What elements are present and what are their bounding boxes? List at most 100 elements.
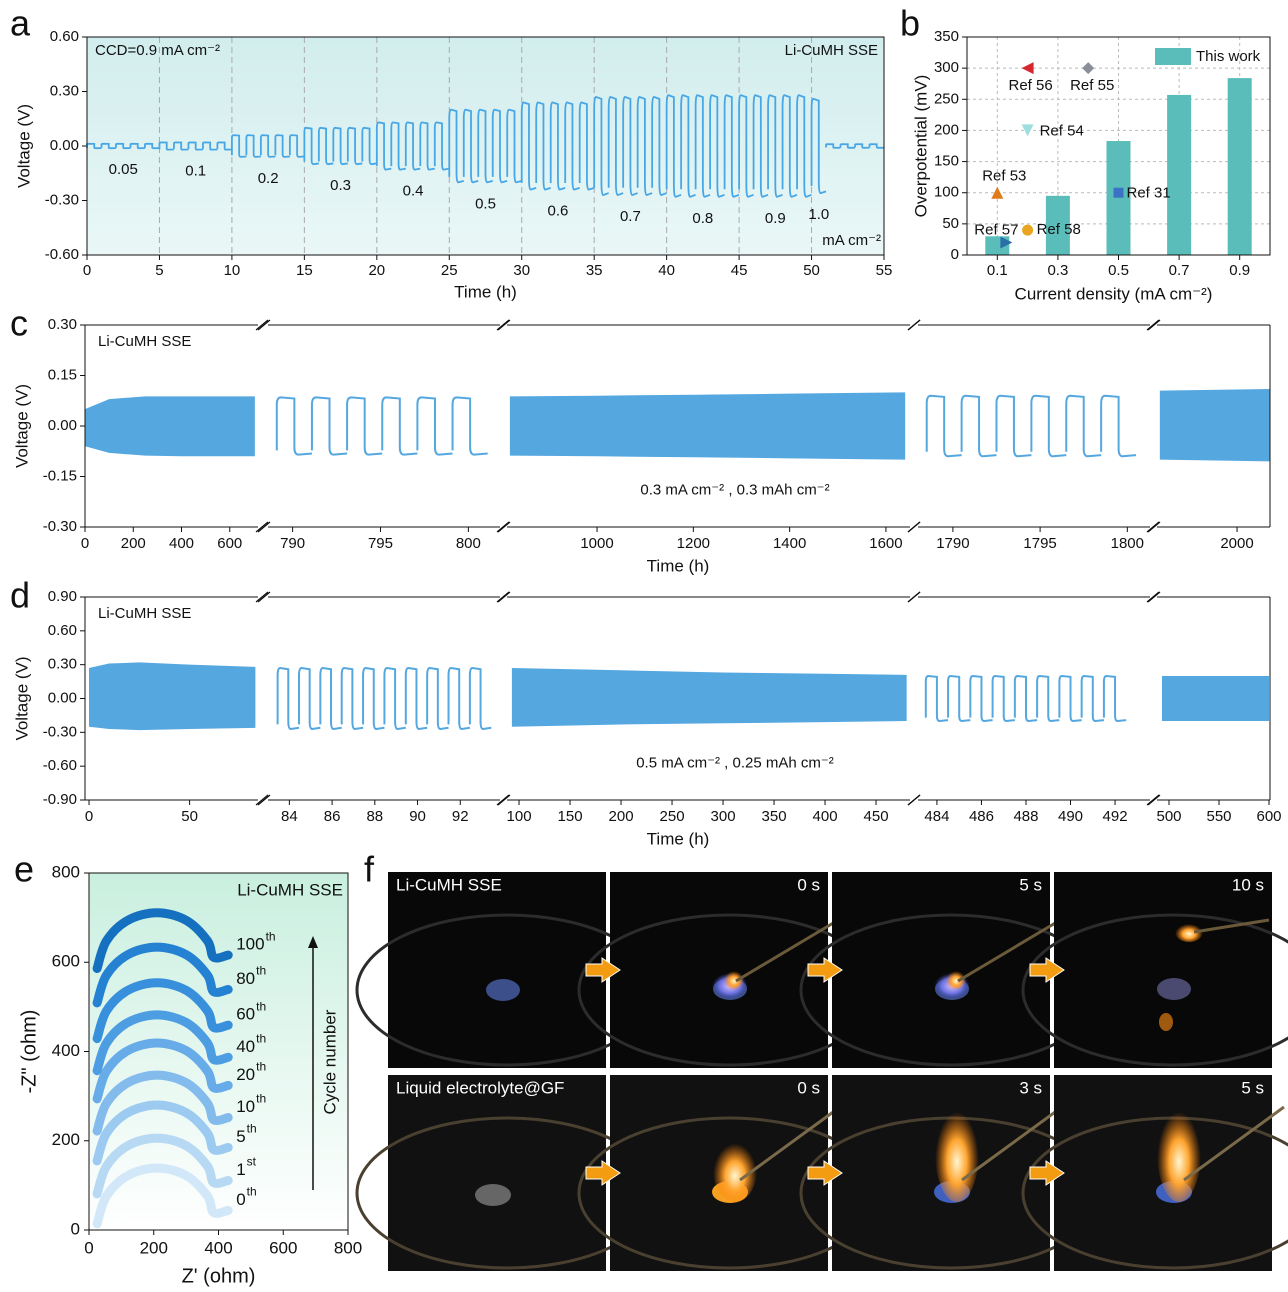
x-tick-label: 5	[155, 262, 163, 279]
photo	[388, 872, 606, 1068]
series-label-sup: th	[256, 1092, 266, 1106]
x-tick-label: 250	[660, 808, 685, 825]
point-label: Ref 53	[982, 168, 1026, 185]
x-tick-label: 1000	[580, 535, 613, 552]
series-label-sup: th	[256, 1031, 266, 1045]
voltage-cycle	[1037, 676, 1059, 721]
x-tick-label: 0.9	[1229, 262, 1250, 279]
x-tick-label: 1800	[1111, 535, 1144, 552]
photo-caption: 0 s	[797, 875, 820, 894]
voltage-cycle	[278, 668, 299, 729]
annotation: Li-CuMH SSE	[785, 42, 878, 59]
y-tick-label: 200	[52, 1130, 80, 1149]
point-label: Ref 56	[1008, 77, 1052, 94]
y-tick-label: 0.30	[48, 316, 77, 333]
y-tick-label: -0.15	[43, 467, 77, 484]
condition-label: 0.3 mA cm⁻² , 0.3 mAh cm⁻²	[640, 482, 829, 499]
x-tick-label: 400	[813, 808, 838, 825]
voltage-cycle	[1015, 676, 1037, 721]
annotation: CCD=0.9 mA cm⁻²	[95, 42, 220, 59]
scatter-point	[1082, 62, 1094, 74]
scatter-point	[1022, 225, 1033, 236]
series-label-sup: th	[247, 1185, 257, 1199]
voltage-cycle	[427, 668, 448, 729]
series-label-sup: th	[247, 1122, 257, 1136]
step-label: 1.0	[808, 206, 829, 223]
annotation: Li-CuMH SSE	[98, 605, 191, 622]
voltage-envelope	[85, 396, 255, 456]
y-tick-label: 250	[934, 90, 959, 107]
photo	[1054, 872, 1272, 1068]
legend-swatch	[1155, 48, 1191, 65]
photo-reflection	[1159, 1013, 1173, 1031]
x-tick-label: 90	[409, 808, 426, 825]
legend-label: This work	[1196, 48, 1261, 65]
x-tick-label: 400	[204, 1238, 232, 1257]
step-label: 0.7	[620, 208, 641, 225]
photo-caption: 5 s	[1019, 875, 1042, 894]
photo-sample	[486, 979, 520, 1001]
bar	[1228, 78, 1252, 255]
y-tick-label: 800	[52, 862, 80, 881]
x-tick-label: 200	[121, 535, 146, 552]
series-label: 40	[236, 1037, 255, 1056]
x-axis-label: Time (h)	[647, 556, 710, 575]
voltage-cycle	[970, 676, 992, 721]
voltage-cycle	[993, 676, 1015, 721]
x-tick-label: 100	[507, 808, 532, 825]
step-label: 0.2	[258, 170, 279, 187]
x-tick-label: 600	[269, 1238, 297, 1257]
x-tick-label: 0.3	[1047, 262, 1068, 279]
voltage-cycle	[406, 668, 427, 729]
x-axis-label: Current density (mA cm⁻²)	[1015, 284, 1213, 303]
y-tick-label: -0.60	[45, 246, 79, 263]
x-tick-label: 450	[864, 808, 889, 825]
x-tick-label: 1795	[1023, 535, 1056, 552]
x-tick-label: 400	[169, 535, 194, 552]
point-label: Ref 57	[974, 222, 1018, 239]
series-label: 60	[236, 1005, 255, 1024]
voltage-cycle	[1101, 396, 1136, 457]
step-label: 0.4	[403, 183, 424, 200]
unit-label: mA cm⁻²	[822, 232, 881, 249]
x-tick-label: 0.7	[1169, 262, 1190, 279]
voltage-cycle	[320, 668, 341, 729]
voltage-cycle	[363, 668, 384, 729]
voltage-cycle	[417, 397, 452, 454]
y-tick-label: 0.15	[48, 366, 77, 383]
photo-flame	[713, 1137, 757, 1202]
y-tick-label: 0	[951, 246, 959, 263]
x-tick-label: 800	[334, 1238, 362, 1257]
x-tick-label: 1600	[869, 535, 902, 552]
x-tick-label: 0	[83, 262, 91, 279]
series-label-sup: st	[247, 1155, 257, 1169]
x-tick-label: 600	[217, 535, 242, 552]
x-tick-label: 550	[1206, 808, 1231, 825]
y-axis-label: Voltage (V)	[12, 656, 31, 740]
step-label: 0.5	[475, 195, 496, 212]
series-label: 5	[236, 1127, 245, 1146]
voltage-envelope	[512, 668, 907, 727]
y-tick-label: 0.90	[48, 588, 77, 605]
x-tick-label: 15	[296, 262, 313, 279]
series-label: 0	[236, 1190, 245, 1209]
photo	[832, 872, 1050, 1068]
x-tick-label: 486	[969, 808, 994, 825]
x-tick-label: 490	[1058, 808, 1083, 825]
x-tick-label: 484	[924, 808, 949, 825]
voltage-cycle	[948, 676, 970, 721]
x-tick-label: 25	[441, 262, 458, 279]
photo-caption: 10 s	[1232, 875, 1264, 894]
y-tick-label: 0	[71, 1219, 80, 1238]
x-tick-label: 50	[803, 262, 820, 279]
voltage-cycle	[384, 668, 405, 729]
series-label-sup: th	[256, 1060, 266, 1074]
step-label: 0.9	[765, 210, 786, 227]
x-tick-label: 488	[1013, 808, 1038, 825]
step-label: 0.3	[330, 177, 351, 194]
x-tick-label: 150	[558, 808, 583, 825]
scatter-point	[1114, 188, 1124, 198]
voltage-envelope	[510, 392, 905, 459]
step-label: 0.1	[185, 163, 206, 180]
point-label: Ref 58	[1037, 221, 1081, 238]
